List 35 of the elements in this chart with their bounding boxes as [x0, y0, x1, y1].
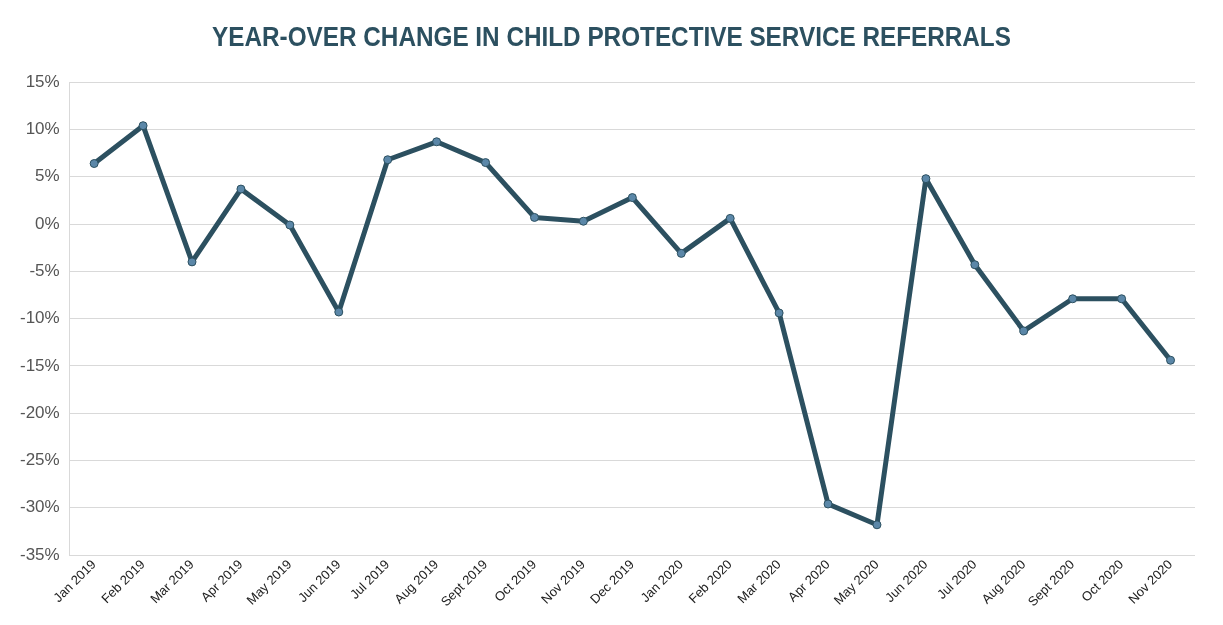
point — [285, 220, 295, 230]
point — [236, 184, 246, 194]
point — [89, 159, 99, 169]
y-tick-label: -35% — [20, 544, 60, 564]
point — [1117, 294, 1127, 304]
point — [1166, 355, 1176, 365]
y-tick-label: 10% — [25, 119, 60, 139]
point — [725, 213, 735, 223]
point — [138, 121, 148, 131]
point — [921, 174, 931, 184]
point — [1019, 326, 1029, 336]
y-tick-label: -30% — [20, 497, 60, 517]
y-tick-label: -20% — [20, 402, 60, 422]
point — [774, 308, 784, 318]
point — [676, 248, 686, 258]
point — [187, 257, 197, 267]
point — [823, 499, 833, 509]
point — [970, 260, 980, 270]
y-tick-label: -10% — [20, 308, 60, 328]
y-tick-label: -5% — [29, 261, 60, 281]
chart-title: YEAR-OVER CHANGE IN CHILD PROTECTIVE SERVICE REFERRALS — [211, 22, 1012, 53]
y-tick-label: -15% — [20, 355, 60, 375]
point — [432, 137, 442, 147]
point — [578, 216, 588, 226]
point — [481, 158, 491, 168]
y-tick-label: 5% — [35, 166, 60, 186]
y-tick-label: 15% — [25, 71, 60, 91]
point — [334, 307, 344, 317]
point — [872, 520, 882, 530]
point — [627, 193, 637, 203]
point — [529, 212, 539, 222]
point — [1068, 294, 1078, 304]
y-tick-label: 0% — [35, 213, 60, 233]
point — [383, 155, 393, 165]
y-tick-label: -25% — [20, 450, 60, 470]
